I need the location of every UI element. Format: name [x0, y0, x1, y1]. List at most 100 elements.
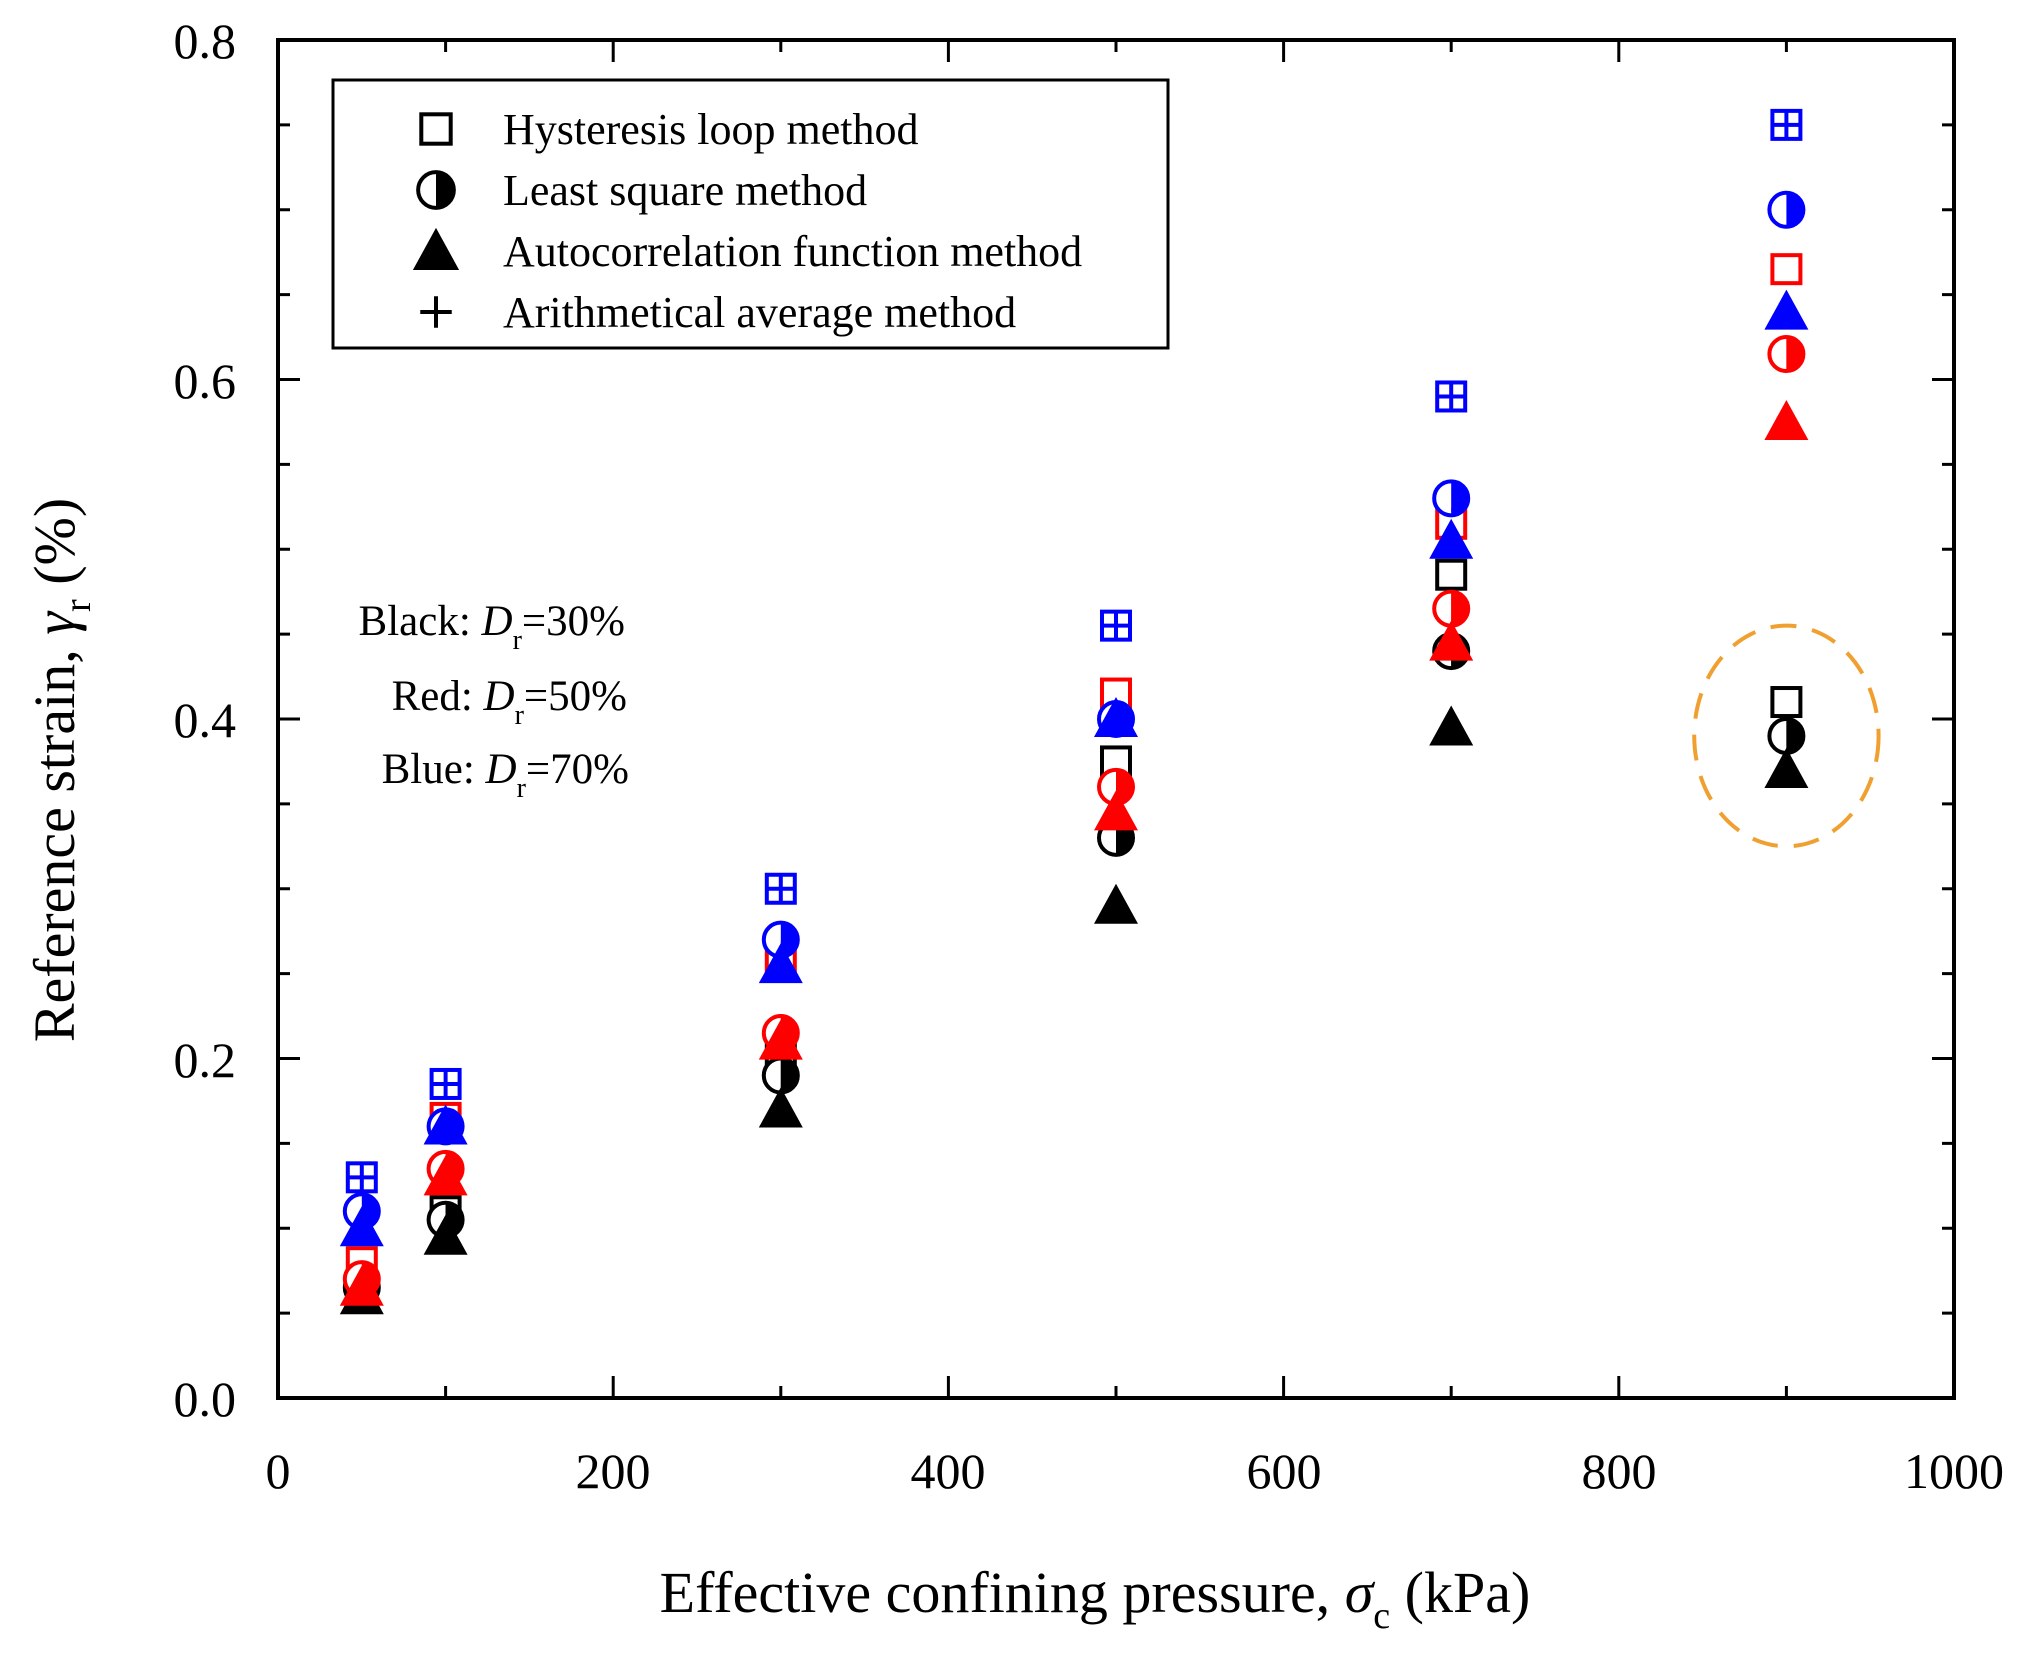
- legend-frame: [331, 78, 1170, 350]
- red-triangle-point: [758, 1019, 803, 1060]
- blue-plus-point: [1101, 610, 1131, 641]
- triangle-marker-shape: [1094, 883, 1138, 924]
- blue-plus-point: [1436, 381, 1467, 412]
- y-tick-label: 0.2: [174, 1032, 237, 1088]
- black-half-circle-point: [1767, 716, 1806, 755]
- red-triangle-point: [1429, 620, 1474, 661]
- black-half-circle-point: [761, 1056, 800, 1095]
- square-marker-shape: [419, 112, 453, 146]
- density-note-red: Red: Dr=50%: [392, 673, 627, 731]
- black-triangle-point: [1094, 883, 1138, 924]
- y-axis-title-main: Reference strain,: [22, 635, 87, 1042]
- red-triangle-point: [1764, 399, 1809, 440]
- triangle-marker-shape: [1094, 697, 1138, 738]
- y-tick-label: 0.6: [174, 353, 237, 409]
- x-tick-label: 800: [1582, 1443, 1657, 1499]
- density-note-blue: Blue: Dr=70%: [382, 746, 629, 804]
- square-marker-shape: [1770, 253, 1803, 286]
- triangle-marker-shape: [1094, 790, 1138, 831]
- legend: Hysteresis loop method Least square meth…: [331, 78, 1170, 350]
- blue-half-circle-point: [1432, 479, 1471, 518]
- triangle-marker-shape: [1764, 747, 1809, 788]
- y-axis-title-symbol: γ: [22, 610, 87, 635]
- density-notes: Black: Dr=30% Red: Dr=50% Blue: Dr=70%: [359, 598, 629, 804]
- legend-label-least-square: Least square method: [503, 166, 867, 215]
- legend-label-autocorrelation: Autocorrelation function method: [503, 227, 1082, 276]
- x-tick-label: 400: [911, 1443, 986, 1499]
- legend-plus-marker: [420, 296, 452, 328]
- legend-half-circle-marker: [416, 170, 456, 210]
- note-blue-value: =70%: [526, 746, 629, 793]
- blue-half-circle-point: [1767, 190, 1806, 229]
- x-axis-title-symbol: σ: [1345, 1560, 1376, 1625]
- half-circle-outline: [1767, 190, 1806, 229]
- legend-triangle-marker: [412, 227, 460, 270]
- red-square-point: [1770, 253, 1803, 286]
- x-tick-label: 600: [1247, 1443, 1322, 1499]
- note-blue-symbol: D: [485, 746, 517, 793]
- legend-label-hysteresis: Hysteresis loop method: [503, 105, 919, 154]
- triangle-marker-shape: [758, 1019, 803, 1060]
- triangle-marker-shape: [339, 1206, 384, 1247]
- x-tick-label: 0: [266, 1443, 291, 1499]
- y-tick-label: 0.4: [174, 692, 237, 748]
- highlight-dashed-circle: [1692, 623, 1881, 849]
- annotation-layer: [1692, 623, 1881, 849]
- x-tick-label: 1000: [1904, 1443, 2004, 1499]
- note-red-value: =50%: [524, 673, 627, 720]
- blue-triangle-point: [1429, 518, 1474, 559]
- note-red-symbol: D: [483, 673, 515, 720]
- triangle-marker-shape: [423, 1155, 468, 1196]
- triangle-marker-shape: [1429, 518, 1474, 559]
- note-red-prefix: Red:: [392, 673, 484, 720]
- y-tick-label: 0.0: [174, 1371, 237, 1427]
- red-half-circle-point: [1097, 767, 1135, 806]
- triangle-marker-shape: [1764, 289, 1809, 330]
- half-circle-outline: [1432, 479, 1471, 518]
- density-note-black: Black: Dr=30%: [359, 598, 625, 656]
- y-axis-title-unit: (%): [22, 498, 87, 599]
- legend-square-marker: [419, 112, 453, 146]
- y-tick-label: 0.8: [174, 13, 237, 69]
- x-axis-title: Effective confining pressure, σc (kPa): [660, 1560, 1531, 1637]
- triangle-marker-shape: [1429, 705, 1474, 746]
- triangle-marker-shape: [1764, 399, 1809, 440]
- triangle-marker-shape: [412, 227, 460, 270]
- blue-triangle-point: [1094, 697, 1138, 738]
- black-triangle-point: [1764, 747, 1809, 788]
- y-axis-title-sub: r: [57, 599, 99, 612]
- red-triangle-point: [423, 1155, 468, 1196]
- blue-plus-point: [346, 1162, 377, 1193]
- legend-markers: [412, 112, 460, 328]
- note-blue-sub: r: [517, 773, 527, 804]
- half-circle-outline: [1767, 335, 1806, 374]
- blue-plus-point: [1771, 109, 1802, 140]
- blue-plus-point: [430, 1068, 461, 1099]
- x-axis-title-main: Effective confining pressure,: [660, 1560, 1345, 1625]
- triangle-marker-shape: [423, 1214, 468, 1255]
- x-axis-title-sub: c: [1373, 1595, 1390, 1637]
- x-tick-label: 200: [576, 1443, 651, 1499]
- blue-triangle-point: [423, 1104, 468, 1145]
- black-square-point: [1435, 558, 1468, 591]
- triangle-marker-shape: [758, 1087, 803, 1128]
- square-marker-shape: [1435, 558, 1468, 591]
- half-circle-outline: [416, 170, 456, 210]
- axis-ticks: [276, 38, 1956, 1400]
- note-blue-prefix: Blue:: [382, 746, 486, 793]
- black-square-point: [1770, 686, 1803, 719]
- red-triangle-point: [1094, 790, 1138, 831]
- note-red-sub: r: [515, 700, 525, 731]
- blue-triangle-point: [339, 1206, 384, 1247]
- note-black-symbol: D: [481, 598, 513, 645]
- red-triangle-point: [339, 1265, 384, 1306]
- data-marks: [339, 108, 1809, 1315]
- black-triangle-point: [423, 1214, 468, 1255]
- note-black-prefix: Black:: [359, 598, 482, 645]
- blue-triangle-point: [758, 943, 803, 984]
- square-marker-shape: [1770, 686, 1803, 719]
- red-half-circle-point: [1432, 589, 1471, 628]
- triangle-marker-shape: [1429, 620, 1474, 661]
- x-tick-labels: 0 200 400 600 800 1000: [266, 1443, 2005, 1499]
